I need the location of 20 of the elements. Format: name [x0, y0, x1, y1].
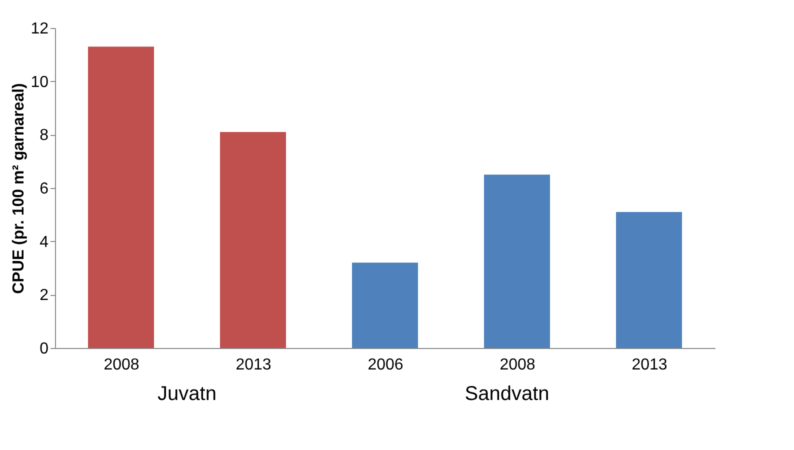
y-tick-label: 2 — [40, 287, 49, 304]
text: Sandvatn — [464, 383, 550, 405]
x-tick-label: 2008 — [500, 356, 536, 374]
y-tick-label: 10 — [30, 74, 49, 91]
y-tick-label: 8 — [40, 127, 49, 144]
bar — [616, 212, 682, 348]
bar — [352, 262, 418, 348]
y-tick-label: 6 — [40, 180, 49, 198]
x-tick-label: 2013 — [632, 356, 668, 374]
y-axis-title: CPUE (pr. 100 m² garnareal) — [10, 83, 28, 294]
bar — [220, 132, 286, 348]
x-tick-label: 2008 — [104, 356, 140, 374]
bar — [484, 174, 550, 348]
y-tick-label: 12 — [30, 20, 49, 38]
text: Juvatn — [158, 383, 216, 405]
y-tick-label: 4 — [40, 234, 49, 251]
bar — [88, 46, 154, 348]
y-tick-label: 0 — [40, 340, 49, 358]
x-tick-label: 2013 — [236, 356, 272, 374]
x-tick-label: 2006 — [368, 356, 404, 374]
